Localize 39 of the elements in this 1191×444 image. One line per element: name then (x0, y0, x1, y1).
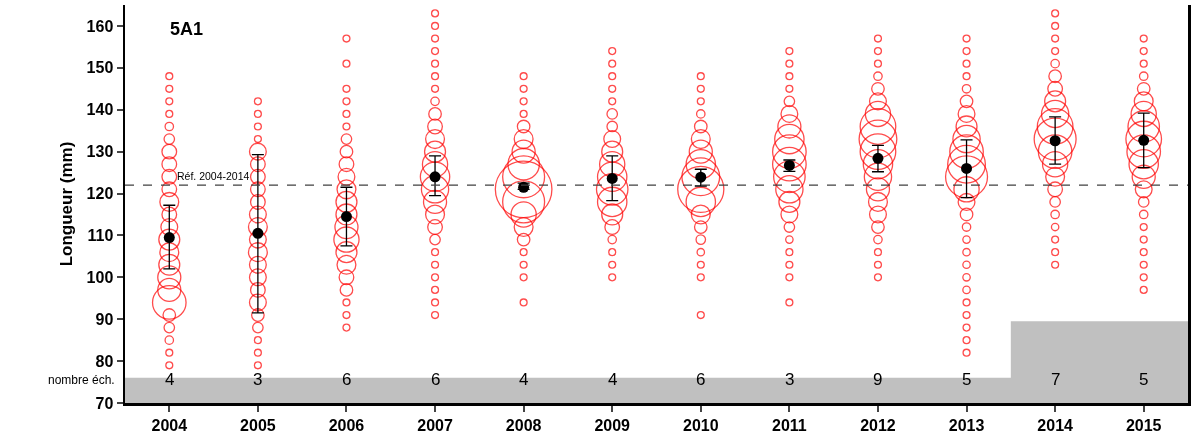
annotation: 5 (1139, 370, 1149, 389)
annotation: 5A1 (170, 19, 204, 39)
x-tick-label: 2013 (948, 416, 985, 434)
x-tick-label: 2005 (240, 416, 276, 434)
annotation: 6 (342, 370, 352, 389)
y-tick-label: 110 (87, 227, 114, 245)
annotation: 7 (1051, 370, 1061, 389)
point (872, 152, 884, 164)
text: nombre éch. (48, 373, 115, 387)
annotation: 6 (431, 370, 441, 389)
y-tick-label: 80 (95, 352, 114, 370)
annotation: 4 (608, 370, 618, 389)
y-tick-label: 140 (86, 101, 114, 119)
y-tick-label: 130 (86, 143, 114, 161)
y-tick-label: 70 (95, 394, 114, 412)
annotation: 4 (519, 370, 529, 389)
x-tick-label: 2008 (505, 416, 542, 434)
x-tick-label: 2014 (1037, 416, 1074, 434)
y-tick-label: 160 (86, 17, 114, 35)
annotation: 5 (962, 370, 972, 389)
x-tick-label: 2006 (328, 416, 365, 434)
annotation: 6 (696, 370, 706, 389)
y-axis-title: Longueur (mm) (56, 141, 76, 267)
x-tick-label: 2015 (1125, 416, 1162, 434)
x-tick-label: 2011 (772, 416, 807, 434)
y-tick-label: 120 (86, 185, 114, 203)
y-tick-label: 150 (86, 59, 114, 77)
x-tick-label: 2004 (151, 416, 188, 434)
annotation: 3 (785, 370, 795, 389)
x-tick-label: 2009 (594, 416, 631, 434)
ref-line-label: Réf. 2004-2014 (177, 170, 250, 182)
y-tick-label: 90 (95, 310, 114, 328)
annotation: 3 (253, 370, 263, 389)
x-tick-label: 2010 (682, 416, 719, 434)
x-tick-label: 2012 (860, 416, 896, 434)
x-tick-label: 2007 (417, 416, 453, 434)
annotation: 4 (165, 370, 175, 389)
annotation: 9 (873, 370, 883, 389)
y-tick-label: 100 (86, 268, 114, 286)
